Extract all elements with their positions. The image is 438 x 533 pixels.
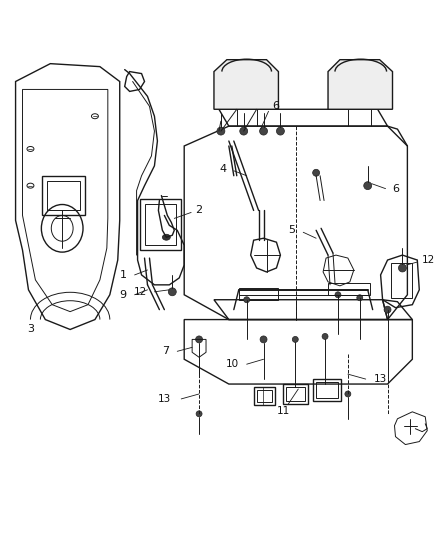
Bar: [239, 288, 279, 300]
Ellipse shape: [357, 295, 363, 301]
Bar: [313, 379, 341, 401]
Text: 12: 12: [134, 287, 148, 297]
Text: 6: 6: [272, 101, 279, 111]
Bar: [328, 283, 370, 295]
Ellipse shape: [335, 292, 341, 298]
Text: 13: 13: [374, 374, 387, 384]
Ellipse shape: [196, 411, 202, 417]
Ellipse shape: [244, 297, 250, 303]
Ellipse shape: [322, 334, 328, 340]
Text: 9: 9: [120, 290, 127, 300]
Ellipse shape: [196, 336, 202, 343]
Bar: [254, 387, 276, 405]
Bar: [283, 384, 308, 404]
Bar: [316, 382, 338, 398]
Polygon shape: [328, 60, 392, 109]
Text: 1: 1: [120, 270, 127, 280]
Text: 4: 4: [220, 164, 227, 174]
Ellipse shape: [260, 336, 267, 343]
Bar: [257, 390, 272, 402]
Ellipse shape: [240, 127, 247, 135]
Text: 3: 3: [27, 325, 34, 335]
Text: 2: 2: [195, 205, 203, 215]
Ellipse shape: [364, 182, 372, 190]
Text: 11: 11: [277, 406, 290, 416]
Ellipse shape: [260, 127, 268, 135]
Text: 12: 12: [422, 255, 435, 265]
Polygon shape: [214, 60, 279, 109]
Bar: [286, 387, 305, 401]
Ellipse shape: [276, 127, 284, 135]
Text: 6: 6: [392, 184, 399, 193]
Ellipse shape: [345, 391, 351, 397]
Text: 10: 10: [226, 359, 239, 369]
Ellipse shape: [399, 264, 406, 272]
Text: 5: 5: [288, 225, 295, 235]
Ellipse shape: [384, 306, 391, 313]
Text: 7: 7: [162, 346, 170, 356]
Ellipse shape: [162, 235, 170, 240]
Bar: [391, 263, 412, 298]
Ellipse shape: [292, 336, 298, 342]
Ellipse shape: [168, 288, 176, 296]
Ellipse shape: [313, 169, 320, 176]
Ellipse shape: [217, 127, 225, 135]
Bar: [145, 204, 176, 245]
Bar: [140, 199, 181, 250]
Text: 13: 13: [158, 394, 171, 404]
